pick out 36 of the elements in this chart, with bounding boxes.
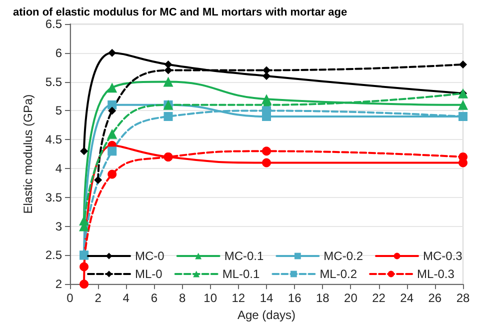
y-tick-label: 5.5 (45, 74, 62, 89)
y-tick-label: 6 (55, 46, 62, 60)
legend-label: ML-0 (135, 267, 163, 281)
legend-label: MC-0.2 (324, 249, 364, 263)
x-tick-label: 20 (344, 291, 358, 306)
x-tick-label: 12 (232, 291, 246, 306)
legend-label: ML-0.2 (320, 267, 358, 281)
x-tick-label: 0 (66, 291, 74, 306)
y-tick-label: 4.5 (45, 132, 62, 147)
x-tick-label: 26 (428, 291, 442, 306)
x-tick-label: 16 (288, 291, 302, 306)
chart-title: ation of elastic modulus for MC and ML mortars with mortar age (13, 6, 348, 18)
x-tick-label: 14 (260, 291, 274, 306)
y-tick-label: 6.5 (45, 17, 62, 31)
legend-label: MC-0.3 (423, 249, 463, 263)
x-tick-label: 10 (204, 291, 218, 306)
y-axis-title: Elastic modulus (GPa) (21, 94, 35, 214)
y-tick-label: 3.5 (45, 190, 62, 204)
x-axis-title: Age (days) (237, 308, 296, 322)
x-tick-label: 18 (316, 291, 330, 306)
x-tick-label: 28 (456, 291, 470, 306)
x-tick-label: 2 (94, 291, 102, 306)
legend-label: MC-0 (135, 249, 165, 263)
y-tick-label: 4 (55, 162, 62, 176)
y-tick-label: 5 (55, 104, 62, 118)
x-tick-label: 4 (122, 291, 130, 306)
legend-label: ML-0.3 (417, 267, 455, 281)
legend-label: MC-0.1 (224, 249, 264, 263)
x-tick-label: 6 (150, 291, 158, 306)
legend-label: ML-0.1 (222, 267, 260, 281)
y-tick-label: 3 (55, 219, 62, 234)
x-tick-label: 8 (178, 291, 186, 306)
y-tick-label: 2 (55, 277, 62, 292)
y-tick-label: 2.5 (45, 248, 62, 262)
x-tick-label: 22 (372, 291, 386, 306)
x-tick-label: 24 (400, 291, 414, 306)
